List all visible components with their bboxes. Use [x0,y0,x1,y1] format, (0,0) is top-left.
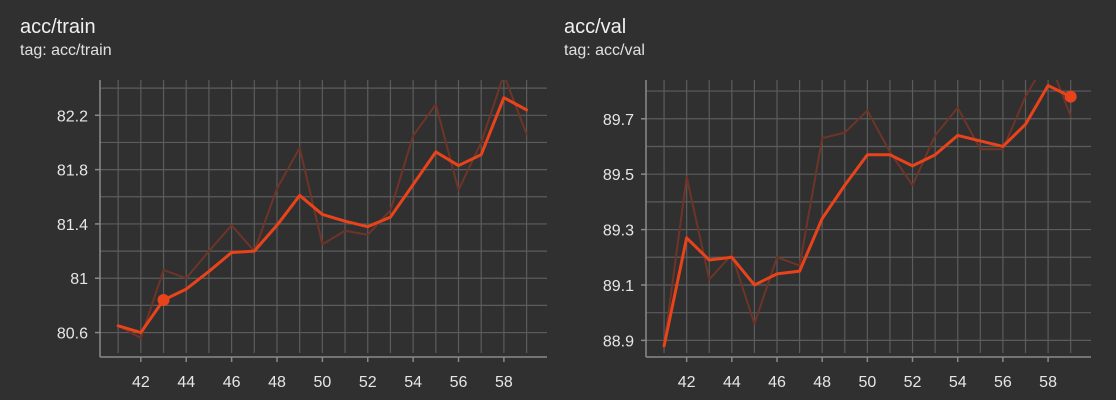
x-tick-label: 56 [450,374,468,391]
x-tick-label: 42 [132,374,150,391]
highlight-point [1064,90,1077,103]
x-tick-label: 50 [858,374,876,391]
y-tick-label: 81 [70,271,88,288]
chart-title: acc/train [20,16,96,38]
line-chart-val: 88.9 89.1 89.3 89.5 89.7 42 44 46 48 50 52 54 56 58 [603,80,1091,391]
y-tick-label: 80.6 [57,326,88,343]
y-tick-label: 89.5 [603,167,634,184]
chart-title: acc/val [564,16,627,38]
chart-card-train: acc/train tag: acc/train 80.6 81 81.4 81.8 8… [20,16,547,391]
x-tick-label: 42 [678,374,696,391]
chart-subtitle: tag: acc/val [564,42,645,59]
highlight-point [157,293,170,306]
y-tick-label: 81.8 [57,163,88,180]
x-tick-label: 44 [177,374,195,391]
x-tick-label: 44 [723,374,741,391]
line-chart-train: 80.6 81 81.4 81.8 82.2 42 44 46 48 50 52 54 56 58 [57,80,547,391]
x-tick-label: 54 [404,374,422,391]
chart-subtitle: tag: acc/train [20,42,112,59]
x-tick-label: 50 [313,374,331,391]
series-line-raw [117,80,528,339]
x-tick-label: 48 [813,374,831,391]
x-tick-label: 52 [904,374,922,391]
y-tick-label: 82.2 [57,108,88,125]
x-tick-label: 54 [949,374,967,391]
series-line-raw [663,80,1072,347]
y-tick-label: 89.3 [603,223,634,240]
chart-card-val: acc/val tag: acc/val 88.9 89.1 89.3 89.5 89.… [558,0,1116,400]
x-tick-label: 46 [768,374,786,391]
y-tick-label: 88.9 [603,333,634,350]
y-tick-label: 89.7 [603,112,634,129]
x-tick-label: 46 [223,374,241,391]
y-tick-label: 89.1 [603,278,634,295]
x-tick-label: 58 [1039,374,1057,391]
series-line-smoothed [662,84,1073,348]
x-tick-label: 52 [359,374,377,391]
y-tick-label: 81.4 [57,217,88,234]
series-line-smoothed [116,96,529,335]
x-tick-label: 58 [495,374,513,391]
x-tick-label: 56 [994,374,1012,391]
x-tick-label: 48 [268,374,286,391]
